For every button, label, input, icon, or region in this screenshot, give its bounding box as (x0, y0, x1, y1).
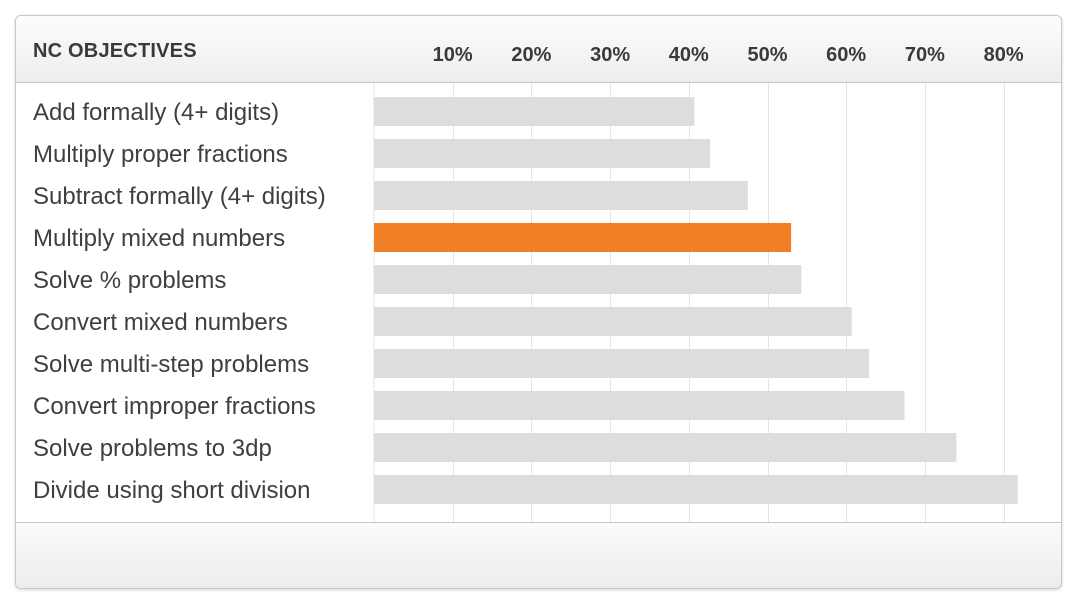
chart-footer (16, 522, 1061, 588)
x-tick-label: 40% (669, 44, 709, 66)
x-tick-label: 60% (826, 44, 866, 66)
chart-card: NC OBJECTIVES 10% 20% 30% 40% 50% 60% 70% 80% Ad… (15, 15, 1062, 589)
category-label: Convert improper fractions (33, 393, 316, 420)
bar-highlighted (374, 223, 792, 252)
bar (374, 433, 957, 462)
category-label: Divide using short division (33, 477, 310, 504)
x-tick-label: 70% (905, 44, 945, 66)
bar (374, 475, 1018, 504)
bar (374, 97, 695, 126)
chart-header-title: NC OBJECTIVES (33, 40, 197, 62)
x-tick-label: 10% (433, 44, 473, 66)
x-tick-label: 20% (511, 44, 551, 66)
x-tick-label: 30% (590, 44, 630, 66)
category-label: Convert mixed numbers (33, 309, 288, 336)
bar (374, 139, 711, 168)
bar (374, 181, 748, 210)
category-label: Add formally (4+ digits) (33, 99, 279, 126)
category-label: Subtract formally (4+ digits) (33, 183, 326, 210)
category-label: Solve problems to 3dp (33, 435, 272, 462)
x-tick-label: 50% (747, 44, 787, 66)
bar-chart: 10% 20% 30% 40% 50% 60% 70% 80% Add formally (4+… (33, 44, 1024, 522)
category-label: Solve multi-step problems (33, 351, 309, 378)
bar (374, 349, 870, 378)
category-label: Solve % problems (33, 267, 226, 294)
bar (374, 265, 802, 294)
bar (374, 391, 905, 420)
category-label: Multiply mixed numbers (33, 225, 285, 252)
category-label: Multiply proper fractions (33, 141, 288, 168)
bar (374, 307, 852, 336)
chart-header: NC OBJECTIVES (16, 16, 1061, 83)
x-tick-label: 80% (984, 44, 1024, 66)
